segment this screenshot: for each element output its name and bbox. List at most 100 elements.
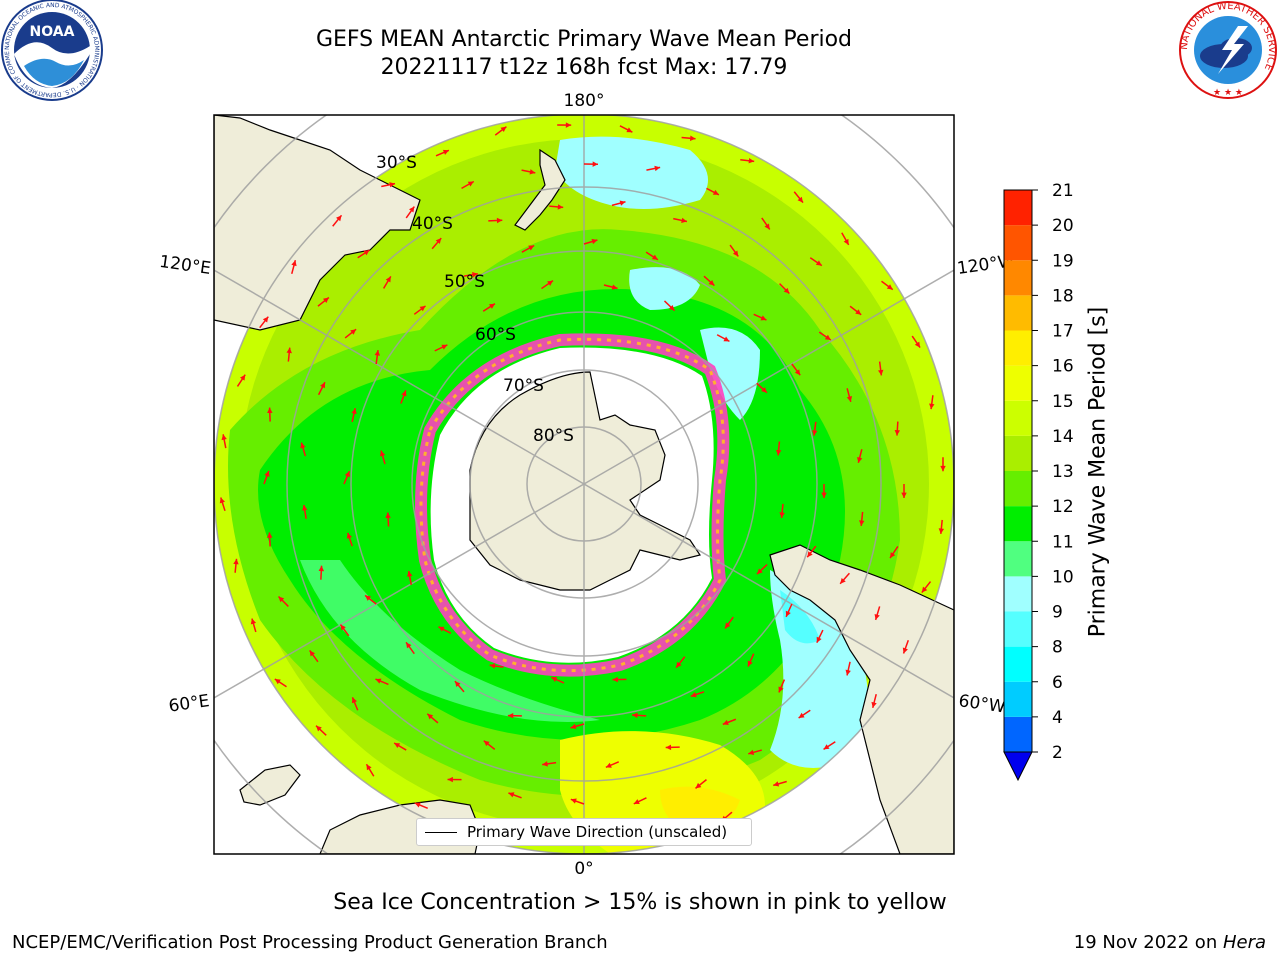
lat-label-40s: 40°S	[412, 214, 453, 234]
wave-arrow-head	[845, 669, 851, 676]
wave-arrow-head	[379, 450, 386, 457]
wave-arrow-head	[611, 284, 618, 290]
wave-arrow-head	[547, 280, 554, 286]
wave-arrow-head	[467, 181, 474, 187]
wave-arrow-head	[811, 430, 818, 436]
wave-arrow-head	[840, 577, 846, 584]
wave-arrow-head	[438, 626, 445, 632]
wave-arrow-head	[557, 204, 564, 210]
wave-arrow-head	[274, 678, 281, 685]
wave-arrow-head	[496, 217, 503, 224]
wave-arrow-head	[619, 200, 626, 206]
wave-arrow-head	[427, 713, 434, 720]
wave-arrow-head	[300, 442, 306, 449]
wave-arrow-head	[351, 408, 357, 415]
wave-arrow-head	[681, 217, 687, 224]
colorbar-segment	[1004, 260, 1032, 296]
wave-arrow-head	[651, 254, 658, 260]
wave-arrow-head	[725, 622, 731, 629]
wave-arrow-head	[407, 571, 413, 577]
wave-arrow-head	[441, 344, 448, 350]
wave-arrow-head	[565, 122, 572, 128]
colorbar-tick-label: 6	[1052, 673, 1063, 693]
noaa-logo-text: NOAA	[30, 24, 75, 40]
wave-arrow-head	[233, 558, 239, 565]
wave-arrow-head	[221, 434, 227, 441]
wave-arrow-head	[612, 676, 618, 683]
colorbar-segment	[1004, 716, 1032, 752]
figure-subtitle: 20221117 t12z 168h fcst Max: 17.79	[380, 55, 788, 80]
map-legend: Primary Wave Direction (unscaled)	[416, 818, 752, 846]
wave-arrow-head	[807, 551, 813, 558]
wave-arrow-head	[363, 250, 370, 256]
wave-arrow-head	[722, 719, 729, 725]
wave-arrow-head	[690, 692, 697, 698]
wave-arrow-head	[250, 618, 257, 625]
wave-arrow-head	[665, 744, 672, 751]
colorbar-tick-label: 16	[1052, 357, 1074, 377]
wave-arrow-head	[798, 712, 805, 719]
wave-arrow-head	[878, 369, 884, 376]
wave-arrow-head	[454, 681, 461, 688]
wave-arrow-head	[794, 369, 801, 376]
wave-arrow-head	[764, 223, 770, 230]
svg-text:★ ★ ★: ★ ★ ★	[1213, 88, 1243, 98]
wave-arrow-head	[676, 661, 682, 668]
wave-arrow-head	[902, 647, 908, 654]
lat-label-30s: 30°S	[376, 153, 417, 173]
wave-arrow-head	[262, 316, 269, 323]
footer-credit: NCEP/EMC/Verification Post Processing Pr…	[12, 932, 608, 953]
colorbar-under-triangle	[1003, 751, 1033, 782]
colorbar-tick-label: 15	[1052, 392, 1074, 412]
wave-arrow-head	[761, 387, 767, 393]
colorbar-tick-label: 11	[1052, 532, 1074, 552]
wave-arrow-head	[633, 799, 640, 805]
wave-arrow-head	[886, 284, 893, 290]
colorbar-tick-label: 20	[1052, 216, 1074, 236]
wave-arrow-head	[859, 520, 865, 526]
lat-label-70s: 70°S	[503, 376, 544, 396]
colorbar-tick-label: 13	[1052, 462, 1074, 482]
wave-arrow-head	[309, 650, 316, 657]
wave-arrow-head	[783, 287, 790, 294]
wave-arrow-head	[732, 250, 739, 257]
wave-arrow-head	[365, 595, 372, 601]
nws-logo: ★ ★ ★ NATIONAL WEATHER SERVICE	[1179, 1, 1277, 99]
colorbar-segment	[1004, 330, 1032, 366]
wave-arrow-head	[318, 565, 325, 572]
wave-arrow-head	[901, 492, 907, 498]
wave-arrow-head	[921, 586, 928, 593]
wave-arrow-head	[756, 568, 763, 575]
wave-arrow-head	[483, 740, 490, 747]
wave-arrow-head	[507, 712, 514, 719]
wave-arrow-head	[668, 304, 675, 311]
lat-label-50s: 50°S	[444, 272, 485, 292]
wave-arrow-head	[385, 276, 391, 283]
wave-arrow-head	[551, 676, 558, 682]
colorbar-segment	[1004, 681, 1032, 717]
wave-arrow-head	[591, 238, 598, 245]
wave-arrow-head	[940, 465, 946, 472]
wave-arrow-head	[815, 260, 822, 266]
wave-arrow-head	[816, 636, 822, 643]
lat-label-60s: 60°S	[475, 325, 516, 345]
wave-arrow-head	[712, 189, 719, 195]
colorbar-tick-label: 17	[1052, 322, 1074, 342]
wave-arrow-head	[409, 206, 415, 213]
wave-arrow-head	[592, 161, 598, 167]
wave-arrow-head	[570, 798, 577, 804]
colorbar-segment	[1004, 611, 1032, 647]
madagascar-landmass	[239, 764, 301, 806]
figure-title: GEFS MEAN Antarctic Primary Wave Mean Pe…	[315, 27, 853, 52]
legend-label: Primary Wave Direction (unscaled)	[467, 823, 728, 841]
wave-arrow-head	[366, 764, 372, 771]
wave-arrow-head	[435, 238, 442, 244]
wave-arrow-head	[302, 504, 308, 511]
wave-arrow-head	[846, 395, 853, 402]
wave-direction-arrows	[219, 122, 946, 844]
wave-arrow-head	[385, 512, 391, 519]
footer-host: Hera	[1222, 932, 1266, 953]
wave-arrow-head	[346, 532, 353, 539]
colorbar-segment	[1004, 646, 1032, 682]
wave-arrow-head	[286, 347, 292, 354]
